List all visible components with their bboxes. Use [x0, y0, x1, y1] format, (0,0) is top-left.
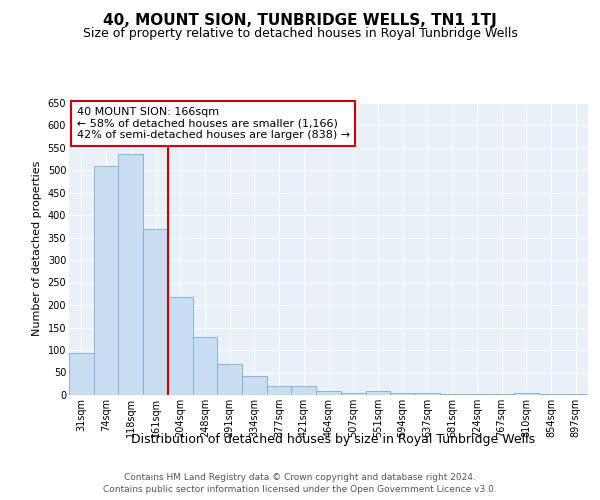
Text: Contains HM Land Registry data © Crown copyright and database right 2024.: Contains HM Land Registry data © Crown c…: [124, 472, 476, 482]
Bar: [168, 297, 193, 395]
Bar: [143, 228, 168, 395]
Text: 40 MOUNT SION: 166sqm
← 58% of detached houses are smaller (1,166)
42% of semi-d: 40 MOUNT SION: 166sqm ← 58% of detached …: [77, 107, 350, 140]
Bar: [365, 390, 390, 395]
Bar: [440, 394, 464, 395]
Text: Contains public sector information licensed under the Open Government Licence v3: Contains public sector information licen…: [103, 485, 497, 494]
Bar: [563, 394, 588, 395]
Bar: [539, 394, 563, 395]
Text: Size of property relative to detached houses in Royal Tunbridge Wells: Size of property relative to detached ho…: [83, 28, 517, 40]
Bar: [267, 386, 292, 395]
Bar: [316, 390, 341, 395]
Bar: [217, 364, 242, 395]
Bar: [489, 394, 514, 395]
Bar: [69, 353, 94, 395]
Y-axis label: Number of detached properties: Number of detached properties: [32, 161, 42, 336]
Bar: [341, 393, 365, 395]
Text: 40, MOUNT SION, TUNBRIDGE WELLS, TN1 1TJ: 40, MOUNT SION, TUNBRIDGE WELLS, TN1 1TJ: [103, 12, 497, 28]
Bar: [464, 394, 489, 395]
Bar: [118, 154, 143, 395]
Bar: [94, 166, 118, 395]
Text: Distribution of detached houses by size in Royal Tunbridge Wells: Distribution of detached houses by size …: [131, 432, 535, 446]
Bar: [242, 376, 267, 395]
Bar: [193, 338, 217, 395]
Bar: [415, 393, 440, 395]
Bar: [390, 393, 415, 395]
Bar: [292, 386, 316, 395]
Bar: [514, 393, 539, 395]
